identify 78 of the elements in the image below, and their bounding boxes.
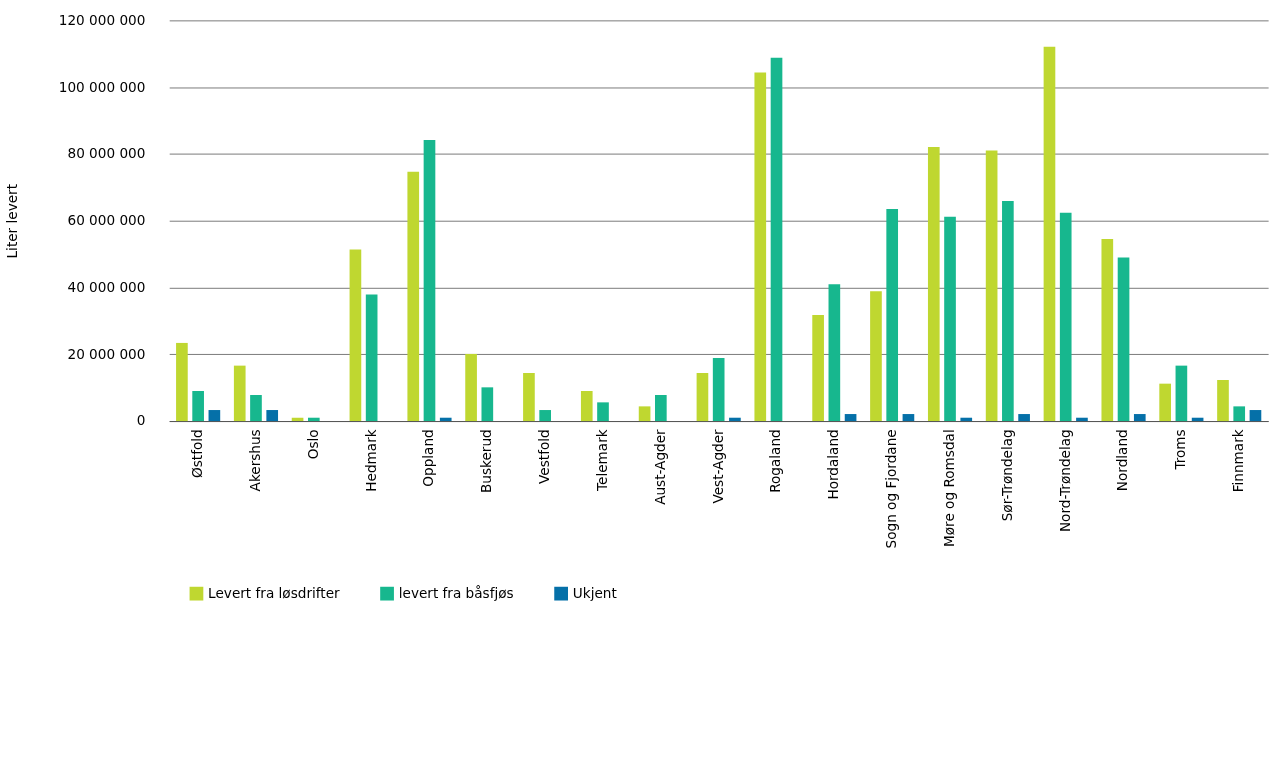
- x-tick-label: Akershus: [246, 429, 263, 492]
- x-tick-label: Møre og Romsdal: [940, 429, 957, 547]
- bar: [1076, 417, 1088, 422]
- bar: [365, 294, 378, 422]
- x-tick-label: Oslo: [304, 429, 321, 460]
- y-tick-label: 100 000 000: [58, 78, 146, 95]
- bar: [902, 414, 915, 422]
- bar: [1002, 201, 1014, 422]
- bar: [580, 391, 593, 422]
- x-tick-label: Sør-Trøndelag: [998, 429, 1015, 522]
- x-tick-label: Oppland: [420, 429, 437, 487]
- y-tick-label: 40 000 000: [67, 278, 146, 295]
- bar: [176, 342, 188, 422]
- y-tick-label: 0: [136, 412, 146, 429]
- bar: [597, 402, 609, 422]
- bar: [1059, 212, 1072, 422]
- x-tick-label: Hordaland: [825, 429, 842, 500]
- x-tick-label: Aust-Agder: [651, 428, 668, 505]
- bar: [1159, 383, 1171, 422]
- bar: [1101, 239, 1114, 422]
- bar: [886, 209, 899, 422]
- bar: [870, 291, 882, 422]
- bar: [1117, 257, 1130, 422]
- legend-label: Levert fra løsdrifter: [208, 584, 341, 601]
- bar: [638, 406, 651, 422]
- bar: [944, 216, 956, 422]
- bar: [407, 171, 420, 422]
- x-tick-label: Nordland: [1114, 429, 1131, 492]
- bar: [266, 410, 279, 422]
- x-tick-label: Nord-Trøndelag: [1056, 429, 1073, 533]
- x-tick-label: Sogn og Fjordane: [883, 429, 900, 549]
- x-tick-label: Telemark: [593, 429, 610, 492]
- x-tick-label: Finnmark: [1230, 429, 1247, 493]
- bar: [307, 417, 320, 422]
- bar: [1233, 406, 1246, 422]
- y-tick-label: 60 000 000: [67, 212, 146, 229]
- bar: [1249, 410, 1262, 422]
- x-tick-label: Vest-Agder: [709, 428, 726, 504]
- bar: [250, 395, 262, 422]
- legend-label: Ukjent: [572, 584, 618, 601]
- x-tick-label: Hedmark: [362, 429, 379, 492]
- bar: [208, 410, 221, 422]
- x-tick-label: Østfold: [189, 429, 206, 479]
- bar: [985, 150, 998, 422]
- bar: [439, 417, 452, 422]
- bar: [770, 57, 783, 422]
- bar: [960, 417, 973, 422]
- bar: [696, 372, 709, 422]
- bar: [423, 139, 436, 422]
- bar: [1133, 414, 1146, 422]
- y-axis-title: Liter levert: [3, 183, 20, 259]
- bar: [349, 249, 362, 422]
- bar: [481, 387, 494, 422]
- x-tick-label: Troms: [1172, 429, 1189, 471]
- bar: [844, 414, 857, 422]
- bar: [828, 284, 841, 422]
- legend-label: levert fra båsfjøs: [398, 584, 514, 601]
- x-tick-label: Vestfold: [536, 429, 553, 484]
- bar: [754, 72, 767, 422]
- bar: [1018, 414, 1030, 422]
- bar: [729, 417, 741, 422]
- bar: [655, 395, 667, 422]
- bar: [1043, 46, 1056, 422]
- y-tick-label: 20 000 000: [67, 345, 146, 362]
- x-tick-label: Buskerud: [478, 429, 495, 494]
- bar: [192, 391, 204, 422]
- bar: [1217, 379, 1229, 422]
- y-tick-label: 80 000 000: [67, 145, 146, 162]
- y-tick-label: 120 000 000: [58, 11, 146, 28]
- bar: [712, 357, 725, 422]
- bar: [1175, 365, 1188, 422]
- x-tick-label: Rogaland: [767, 429, 784, 493]
- bar: [812, 314, 824, 422]
- bar: [523, 372, 535, 422]
- bar: [539, 410, 551, 422]
- bar: [465, 353, 477, 422]
- bar: [927, 146, 940, 422]
- bar: [233, 365, 246, 422]
